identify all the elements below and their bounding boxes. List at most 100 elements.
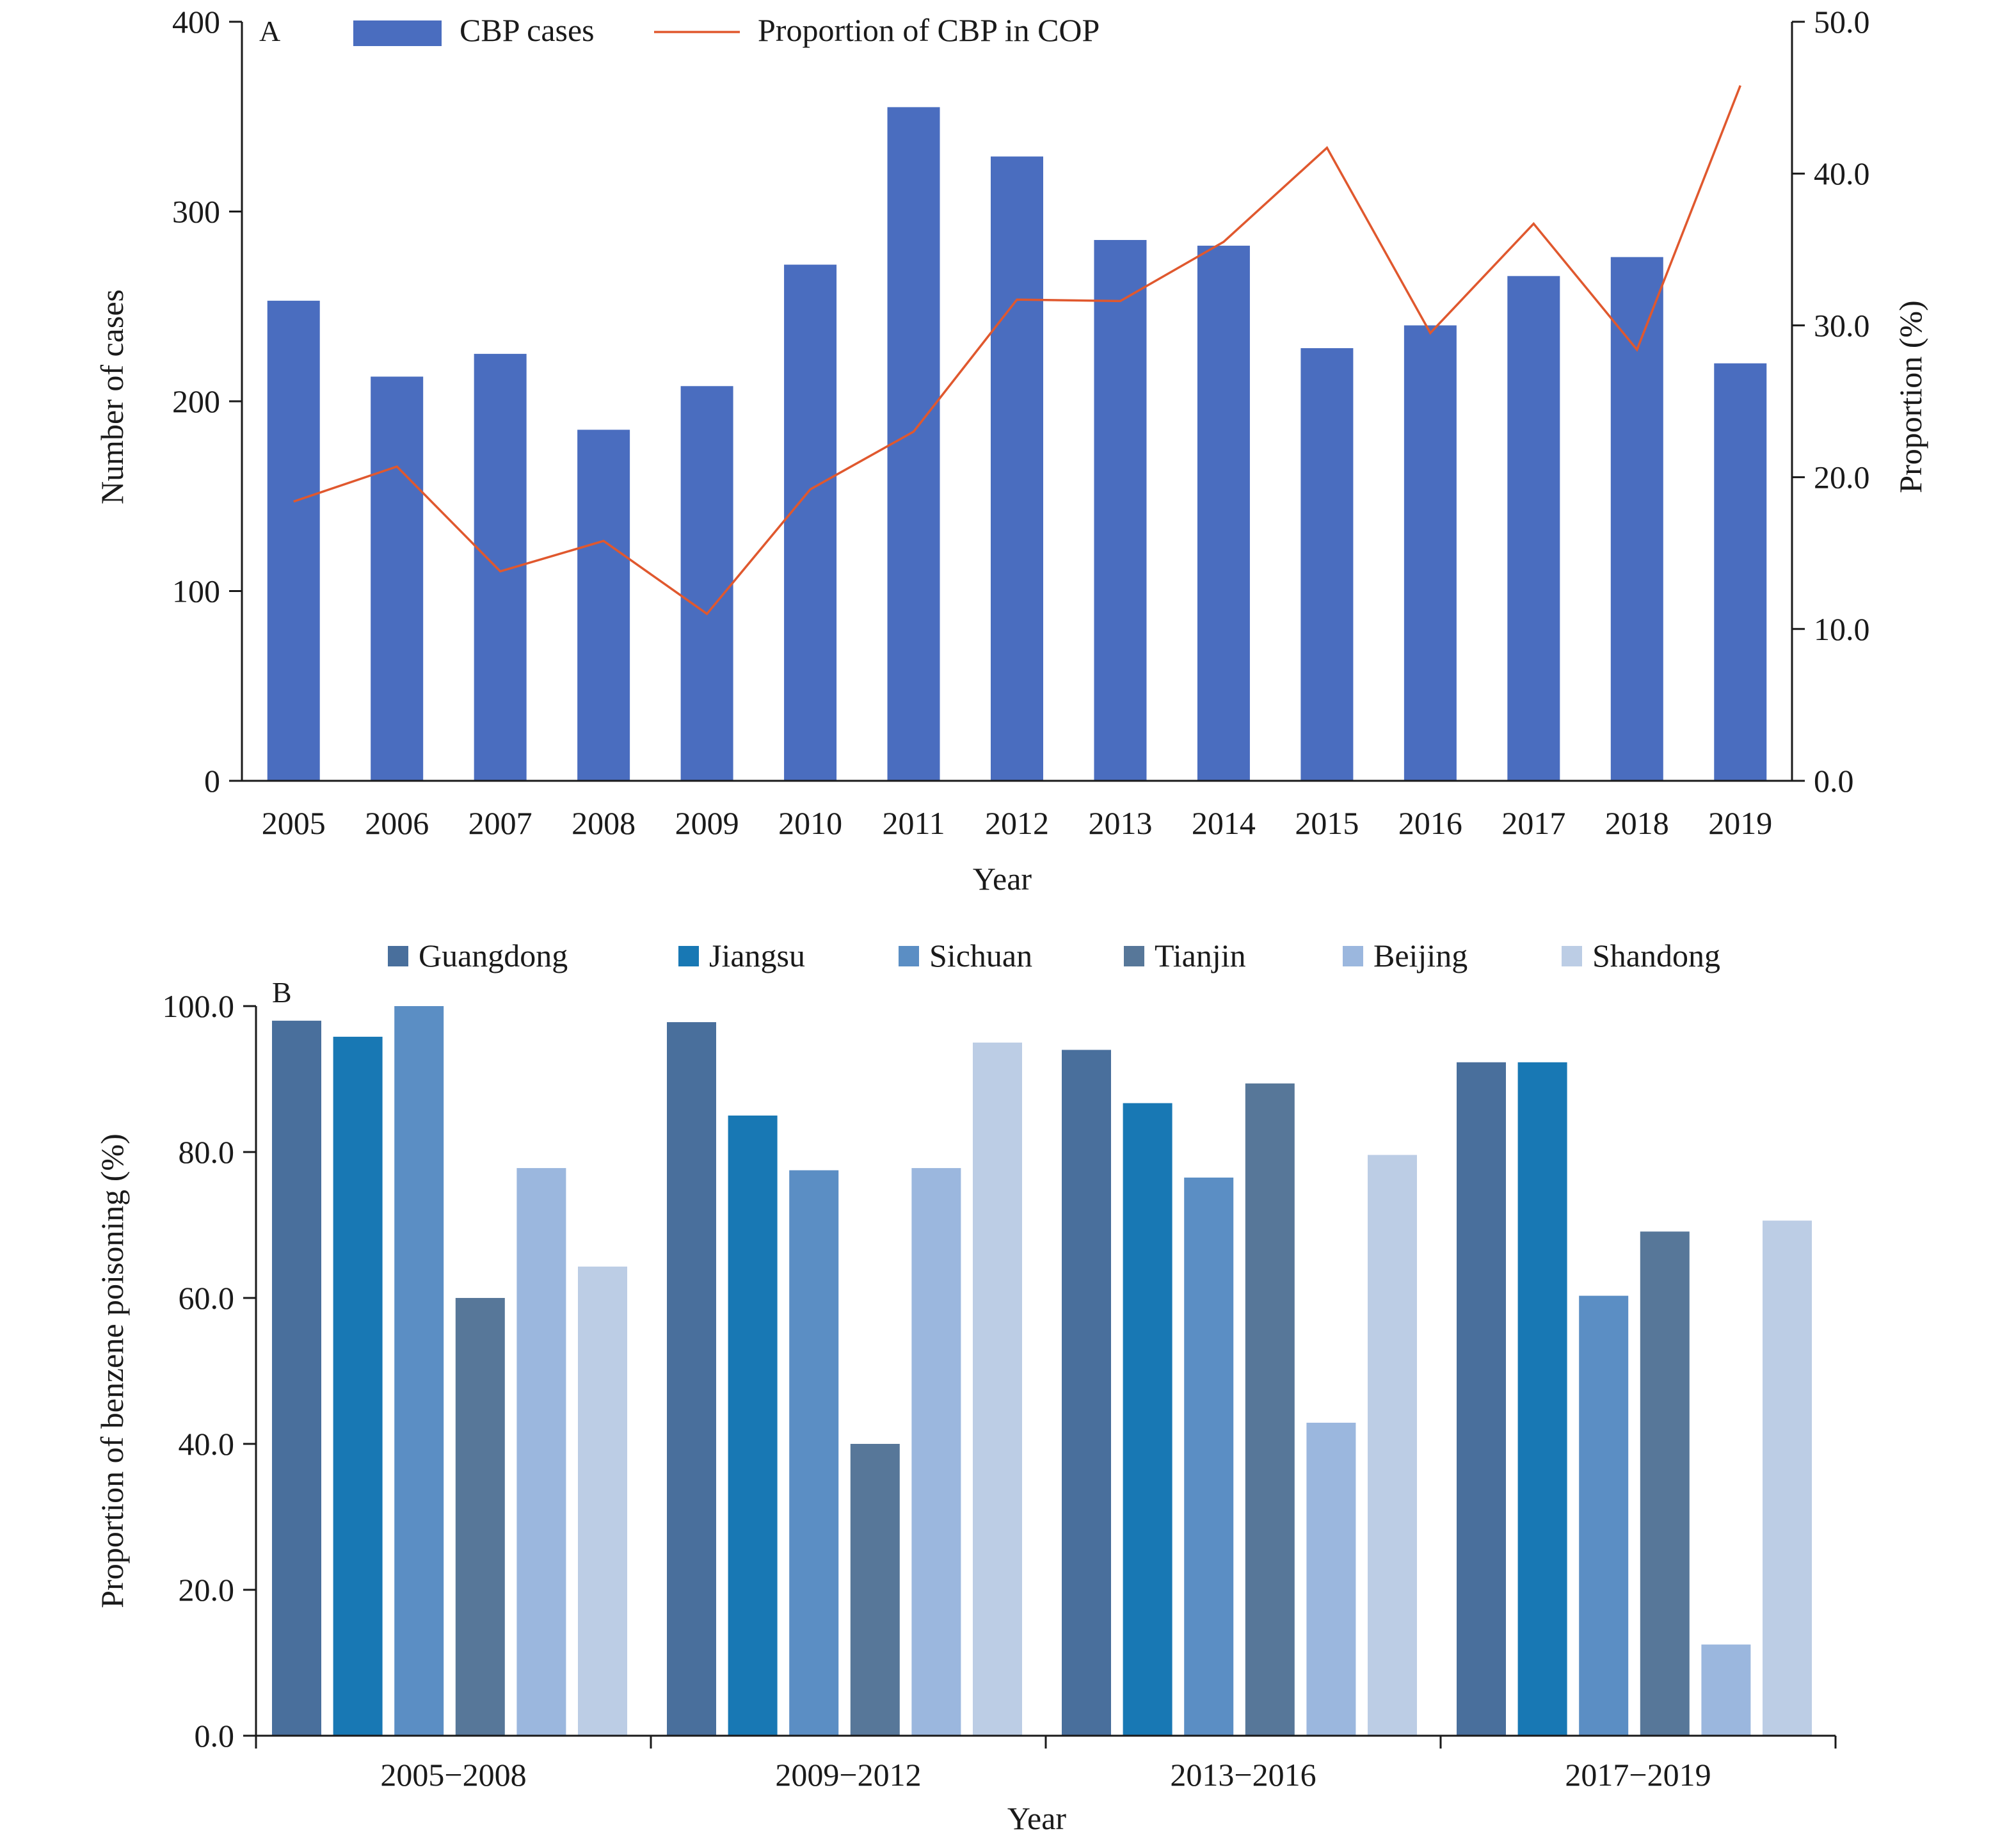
x-tick-label: 2010 (778, 805, 842, 841)
cbp-bar (887, 107, 940, 781)
bar-shandong (1368, 1155, 1417, 1736)
legend-swatch (1562, 946, 1582, 966)
y-tick-label: 300 (172, 194, 220, 230)
y-tick-label: 0 (204, 763, 220, 799)
bar-jiangsu (1517, 1062, 1567, 1736)
panel-a: 0 100 200 300 400 0.0 10.0 20.0 30.0 40.0 50.0 20… (94, 4, 1928, 897)
cbp-bar (1094, 239, 1147, 781)
legend-label: Jiangsu (709, 938, 805, 973)
legend-swatch (899, 946, 919, 966)
x-tick-label: 2013−2016 (1170, 1757, 1316, 1793)
bar-beijing (1701, 1644, 1751, 1736)
bar-tianjin (455, 1298, 505, 1736)
left-y-ticks: 0 100 200 300 400 (172, 4, 242, 799)
legend: CBP cases Proportion of CBP in COP (353, 12, 1100, 48)
bar-shandong (1763, 1221, 1812, 1736)
y2-tick-label: 30.0 (1814, 307, 1870, 343)
cbp-bar (784, 264, 837, 781)
y-tick-label: 100.0 (163, 988, 235, 1024)
y2-tick-label: 40.0 (1814, 156, 1870, 191)
x-axis-label: Year (1007, 1800, 1066, 1833)
legend-label: CBP cases (460, 12, 595, 48)
legend-label: Proportion of CBP in COP (758, 12, 1100, 48)
bar-jiangsu (333, 1036, 383, 1736)
bar-tianjin (1640, 1231, 1690, 1736)
bar-shandong (973, 1043, 1022, 1736)
y-tick-label: 100 (172, 573, 220, 609)
y-tick-label: 20.0 (179, 1572, 235, 1608)
x-tick-label: 2012 (985, 805, 1049, 841)
x-tick-label: 2009−2012 (775, 1757, 921, 1793)
x-tick-labels: 2005−2008 2009−2012 2013−2016 2017−2019 (255, 1736, 1837, 1793)
x-tick-label: 2005 (262, 805, 326, 841)
cbp-bar (577, 429, 630, 781)
bar-jiangsu (728, 1116, 778, 1736)
cbp-bar (1300, 348, 1354, 781)
x-tick-label: 2019 (1708, 805, 1772, 841)
x-tick-label: 2017−2019 (1565, 1757, 1711, 1793)
cbp-cases-bars (267, 107, 1767, 781)
x-tick-labels: 2005 2006 2007 2008 2009 2010 2011 2012 2013 2014… (262, 805, 1773, 841)
x-tick-label: 2006 (365, 805, 429, 841)
cbp-bar (474, 353, 527, 781)
cbp-bar (267, 300, 320, 781)
y-tick-label: 60.0 (179, 1280, 235, 1316)
bar-tianjin (850, 1444, 900, 1736)
y-tick-label: 40.0 (179, 1426, 235, 1462)
panel-label: B (272, 976, 292, 1009)
x-tick-label: 2016 (1398, 805, 1462, 841)
bar-beijing (911, 1168, 961, 1736)
x-tick-label: 2007 (468, 805, 532, 841)
bar-guangdong (272, 1020, 321, 1736)
y-tick-label: 80.0 (179, 1134, 235, 1170)
legend-swatch (1124, 946, 1144, 966)
y-axis-label: Proportion of benzene poisoning (%) (94, 1133, 130, 1608)
x-axis-label: Year (973, 861, 1032, 897)
bar-beijing (516, 1168, 566, 1736)
panel-label: A (259, 15, 280, 47)
x-tick-label: 2018 (1605, 805, 1669, 841)
bar-sichuan (394, 1006, 444, 1736)
right-y-ticks: 0.0 10.0 20.0 30.0 40.0 50.0 (1792, 4, 1870, 799)
y-ticks: 0.0 20.0 40.0 60.0 80.0 100.0 (163, 988, 256, 1754)
legend-label: Sichuan (929, 938, 1032, 973)
legend-label: Beijing (1373, 938, 1468, 973)
cbp-bar (1507, 276, 1560, 781)
x-tick-label: 2009 (675, 805, 739, 841)
bar-guangdong (1062, 1050, 1111, 1736)
x-tick-label: 2011 (882, 805, 945, 841)
x-tick-label: 2005−2008 (380, 1757, 526, 1793)
legend-swatch (1343, 946, 1363, 966)
y2-tick-label: 50.0 (1814, 4, 1870, 40)
benzene-bars (272, 1006, 1812, 1736)
legend-swatch-bar (353, 20, 442, 46)
y2-tick-label: 20.0 (1814, 460, 1870, 495)
bar-guangdong (667, 1022, 716, 1736)
legend-swatch (678, 946, 699, 966)
legend-label: Guangdong (419, 938, 568, 973)
bar-beijing (1306, 1422, 1356, 1736)
bar-sichuan (789, 1170, 839, 1736)
x-tick-label: 2008 (572, 805, 636, 841)
cbp-bar (1610, 257, 1663, 781)
cbp-bar (1404, 325, 1457, 781)
y-tick-label: 200 (172, 383, 220, 419)
bar-shandong (578, 1266, 627, 1736)
bar-sichuan (1184, 1177, 1234, 1736)
cbp-bar (1714, 363, 1767, 781)
bar-sichuan (1579, 1295, 1629, 1736)
proportion-line (293, 84, 1741, 616)
legend-label: Shandong (1592, 938, 1720, 973)
cbp-bar (1197, 245, 1250, 781)
cbp-bar (680, 386, 733, 781)
y2-tick-label: 10.0 (1814, 611, 1870, 647)
y-tick-label: 0.0 (195, 1718, 235, 1754)
x-tick-label: 2015 (1295, 805, 1359, 841)
bar-guangdong (1457, 1062, 1506, 1736)
panel-b: 0.0 20.0 40.0 60.0 80.0 100.0 2005−2008 2009−2… (94, 938, 1837, 1833)
cbp-bar (371, 376, 424, 781)
x-tick-label: 2017 (1501, 805, 1565, 841)
x-tick-label: 2013 (1088, 805, 1152, 841)
y2-axis-label: Proportion (%) (1892, 300, 1928, 493)
